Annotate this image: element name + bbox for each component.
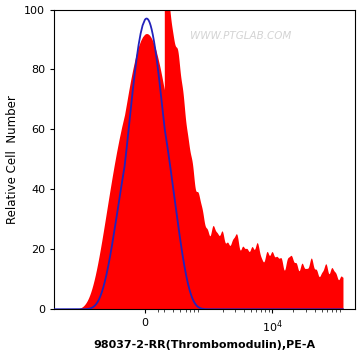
Y-axis label: Relative Cell  Number: Relative Cell Number xyxy=(5,95,18,224)
X-axis label: 98037-2-RR(Thrombomodulin),PE-A: 98037-2-RR(Thrombomodulin),PE-A xyxy=(94,340,316,350)
Text: WWW.PTGLAB.COM: WWW.PTGLAB.COM xyxy=(190,31,292,41)
